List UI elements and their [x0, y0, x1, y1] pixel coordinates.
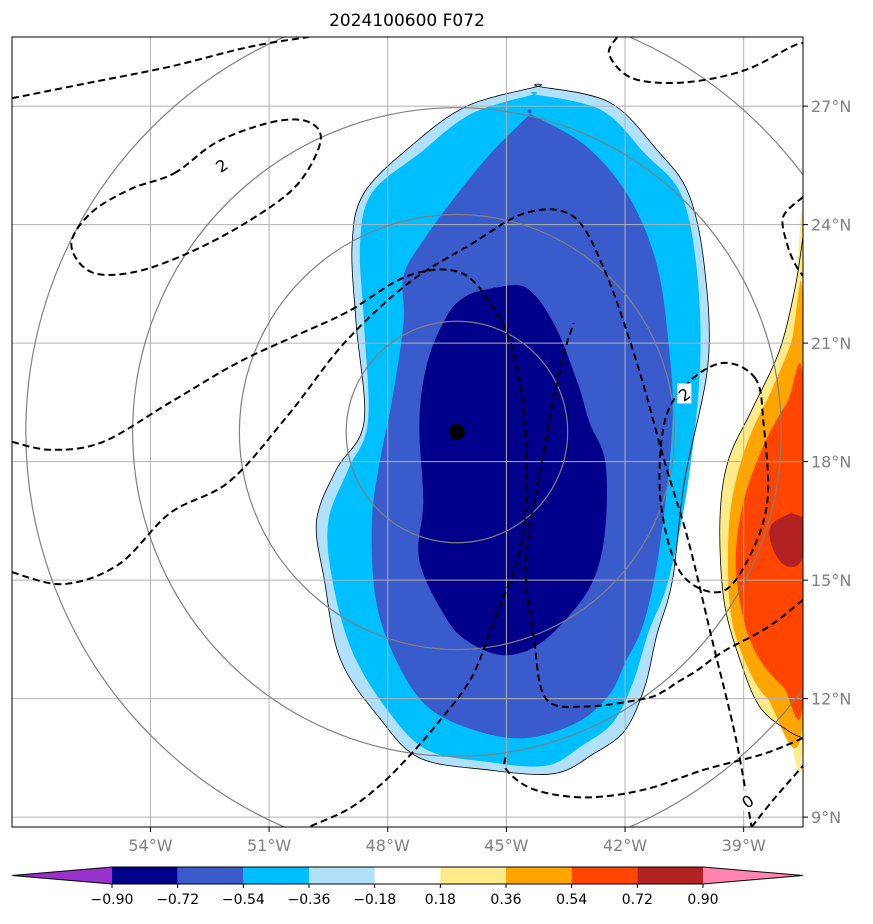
y-tick-label-3: 18°N: [811, 453, 851, 472]
colorbar-label-4: −0.18: [353, 892, 396, 908]
colorbar-box-5: [440, 867, 506, 884]
range-ring-1: [238, 213, 676, 651]
colorbar-box-6: [506, 867, 572, 884]
x-tick-label-3: 45°W: [484, 836, 528, 855]
y-tick-label-1: 12°N: [811, 690, 851, 709]
fill-outlines: [315, 83, 803, 775]
colorbar-label-0: −0.90: [91, 892, 134, 908]
x-tick-label-2: 48°W: [366, 836, 410, 855]
colorbar-box-3: [309, 867, 375, 884]
colorbar-box-1: [177, 867, 244, 884]
colorbar-box-7: [571, 867, 638, 884]
contour-label-bg-2: [740, 790, 755, 811]
dashed-contour-2: [12, 268, 528, 827]
colorbar-extend-low: [12, 867, 112, 884]
longitude-axis: 54°W 51°W 48°W 45°W 42°W 39°W: [128, 827, 766, 855]
x-tick-label-1: 51°W: [247, 836, 291, 855]
dashed-contour-8: [503, 737, 803, 799]
range-ring-3: [25, 37, 803, 827]
contour-labels: 220: [212, 154, 758, 812]
dashed-contour-1: [70, 118, 322, 276]
colorbar-label-1: −0.72: [156, 892, 199, 908]
colorbar: −0.90 −0.72 −0.54 −0.36 −0.18 0.18 0.36 0.54 0.7…: [11, 866, 804, 908]
y-tick-label-2: 15°N: [811, 571, 851, 590]
dashed-contour-7: [658, 361, 770, 594]
latitude-axis: 9°N 12°N 15°N 18°N 21°N 24°N 27°N: [803, 97, 851, 827]
positive-anomaly-region-3: [769, 511, 803, 568]
dashed-contour-3: [12, 208, 753, 827]
plot-area: 220: [12, 37, 803, 827]
y-tick-label-6: 27°N: [811, 97, 851, 116]
colorbar-box-0: [112, 867, 178, 884]
chart-title: 2024100600 F072: [329, 11, 485, 31]
contour-label-bg-0: [214, 154, 229, 175]
x-tick-label-0: 54°W: [128, 836, 172, 855]
dashed-contour-6: [524, 323, 803, 708]
dashed-contour-9: [607, 37, 803, 84]
colorbar-extend-high: [703, 867, 803, 884]
colorbar-label-8: 0.72: [622, 892, 653, 908]
positive-anomaly-region-2: [735, 363, 803, 720]
dashed-contour-4: [750, 765, 803, 827]
y-tick-label-4: 21°N: [811, 334, 851, 353]
colorbar-label-2: −0.54: [222, 892, 265, 908]
colorbar-box-8: [637, 867, 703, 884]
negative-outline: [315, 83, 710, 775]
dashed-contour-5: [781, 196, 803, 277]
positive-anomaly-fills: [719, 210, 803, 774]
x-tick-label-4: 42°W: [603, 836, 647, 855]
negative-anomaly-region-3: [418, 285, 607, 656]
colorbar-label-5: 0.18: [425, 892, 456, 908]
dashed-contour-0: [12, 37, 309, 100]
colorbar-box-4: [374, 867, 441, 884]
range-rings: [25, 37, 803, 827]
colorbar-label-6: 0.36: [490, 892, 521, 908]
negative-anomaly-fills: [316, 84, 710, 775]
plot-frame: [11, 36, 804, 828]
gridlines: [12, 37, 803, 827]
range-ring-0: [345, 320, 569, 544]
range-ring-2: [132, 107, 782, 757]
y-tick-label-0: 9°N: [811, 808, 841, 827]
storm-center-marker: [448, 424, 465, 440]
positive-outline: [719, 236, 803, 739]
colorbar-label-9: 0.90: [687, 892, 718, 908]
colorbar-label-3: −0.36: [288, 892, 331, 908]
y-tick-label-5: 24°N: [811, 216, 851, 235]
dashed-contours: [12, 37, 803, 827]
contour-label-bg-1: [677, 383, 692, 404]
colorbar-label-7: 0.54: [556, 892, 587, 908]
x-tick-label-5: 39°W: [722, 836, 766, 855]
colorbar-box-2: [243, 867, 309, 884]
